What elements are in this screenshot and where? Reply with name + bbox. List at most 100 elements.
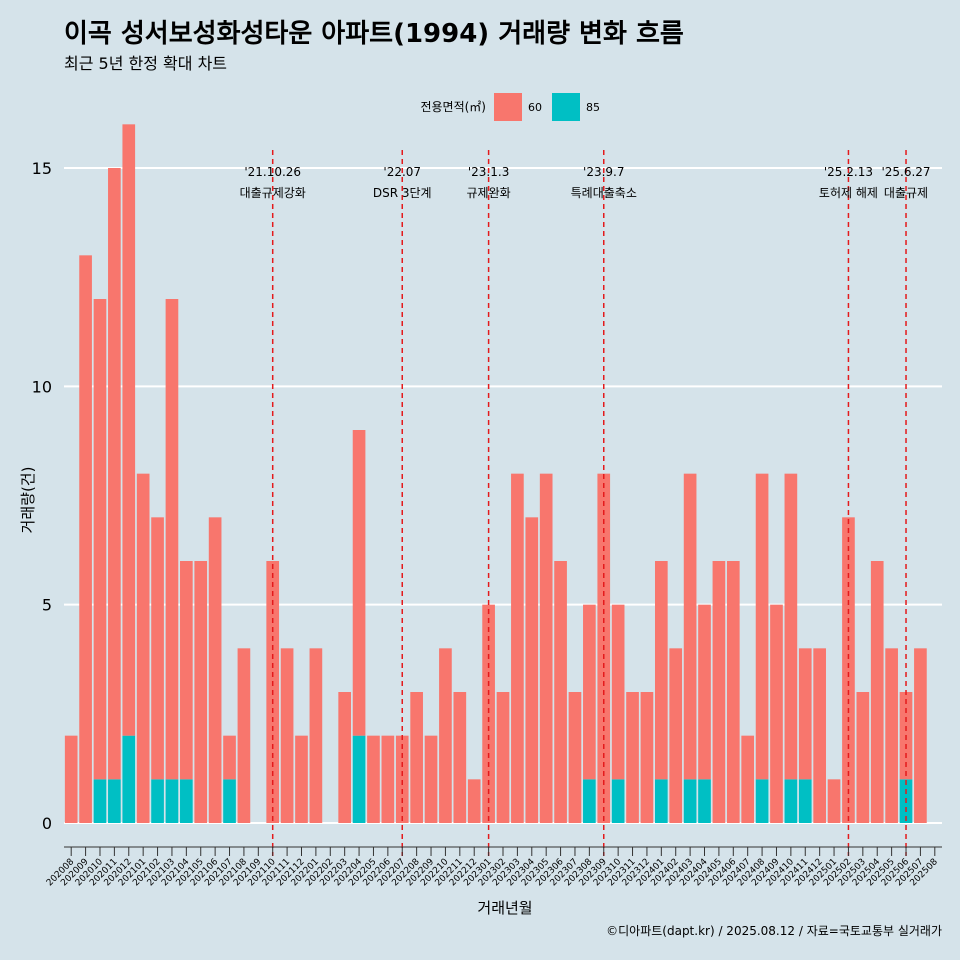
bar-85-202404 bbox=[698, 779, 711, 823]
bar-60-202212 bbox=[467, 779, 481, 823]
bar-60-202410 bbox=[784, 473, 798, 780]
bar-60-202504 bbox=[870, 561, 884, 823]
y-tick-label-10: 10 bbox=[32, 377, 52, 396]
x-axis-title: 거래년월 bbox=[477, 899, 532, 917]
x-axis: 2020082020092020102020112020122021012021… bbox=[45, 846, 942, 888]
bar-60-202011 bbox=[108, 168, 121, 780]
bar-85-202310 bbox=[611, 779, 625, 823]
bar-85-202011 bbox=[108, 779, 121, 823]
event-lines: '21.10.26 대출규제강화 '22.07 DSR 3단계 '23.1.3 규제완화 '… bbox=[240, 150, 931, 856]
bar-60-202205 bbox=[367, 735, 380, 823]
event-date-0: '21.10.26 bbox=[244, 165, 301, 179]
bar-60-202104 bbox=[180, 561, 193, 780]
chart-subtitle: 최근 5년 한정 확대 차트 bbox=[64, 54, 227, 73]
bar-60-202304 bbox=[525, 517, 539, 823]
bar-85-202204 bbox=[352, 735, 366, 823]
event-label-0: 대출규제강화 bbox=[240, 186, 306, 200]
legend-title: 전용면적(㎡) bbox=[420, 100, 486, 114]
bar-60-202501 bbox=[827, 779, 841, 823]
caption: ©디아파트(dapt.kr) / 2025.08.12 / 자료=국토교통부 실… bbox=[606, 924, 942, 938]
bar-60-202101 bbox=[136, 473, 150, 823]
bar-60-202312 bbox=[640, 692, 654, 823]
bar-85-202403 bbox=[683, 779, 697, 823]
bar-60-202112 bbox=[295, 735, 308, 823]
event-label-1: DSR 3단계 bbox=[373, 186, 432, 200]
bar-60-202108 bbox=[237, 648, 251, 823]
bar-85-202411 bbox=[798, 779, 812, 823]
bar-60-202408 bbox=[755, 473, 769, 780]
bar-85-202408 bbox=[755, 779, 769, 823]
bar-60-202111 bbox=[280, 648, 294, 823]
bar-85-202010 bbox=[93, 779, 107, 823]
legend-label-85: 85 bbox=[586, 101, 600, 114]
bar-60-202201 bbox=[309, 648, 323, 823]
bar-60-202310 bbox=[611, 604, 625, 780]
bar-60-202407 bbox=[741, 735, 755, 823]
event-label-5: 대출규제 bbox=[884, 186, 928, 200]
bar-85-202103 bbox=[165, 779, 179, 823]
event-date-5: '25.6.27 bbox=[881, 165, 930, 179]
bar-85-202410 bbox=[784, 779, 798, 823]
bar-60-202406 bbox=[726, 561, 740, 823]
bar-60-202105 bbox=[194, 561, 208, 823]
bar-60-202203 bbox=[338, 692, 352, 823]
bar-60-202503 bbox=[856, 692, 870, 823]
bar-60-202305 bbox=[539, 473, 553, 823]
bar-60-202307 bbox=[568, 692, 582, 823]
y-axis-title: 거래량(건) bbox=[19, 467, 37, 534]
bar-60-202403 bbox=[683, 473, 697, 780]
bar-60-202012 bbox=[122, 124, 136, 736]
bar-60-202507 bbox=[914, 648, 927, 823]
event-date-2: '23.1.3 bbox=[468, 165, 509, 179]
bar-60-202306 bbox=[554, 561, 567, 823]
bar-60-202411 bbox=[798, 648, 812, 780]
bar-60-202106 bbox=[208, 517, 222, 823]
y-tick-label-0: 0 bbox=[42, 814, 52, 833]
event-date-4: '25.2.13 bbox=[824, 165, 873, 179]
bar-60-202308 bbox=[583, 604, 596, 780]
bar-60-202208 bbox=[410, 692, 423, 823]
bar-60-202412 bbox=[813, 648, 826, 823]
legend-swatch-85 bbox=[552, 93, 580, 121]
bars bbox=[64, 124, 927, 824]
bar-60-202502 bbox=[842, 517, 855, 823]
bar-60-202008 bbox=[64, 735, 78, 823]
bar-60-202204 bbox=[352, 430, 366, 736]
bar-85-202102 bbox=[151, 779, 164, 823]
bar-60-202210 bbox=[439, 648, 452, 823]
bar-60-202405 bbox=[712, 561, 726, 823]
event-date-1: '22.07 bbox=[383, 165, 421, 179]
bar-85-202104 bbox=[180, 779, 193, 823]
bar-60-202103 bbox=[165, 299, 179, 780]
bar-85-202308 bbox=[583, 779, 596, 823]
bar-85-202107 bbox=[223, 779, 236, 823]
bar-60-202010 bbox=[93, 299, 107, 780]
event-label-2: 규제완화 bbox=[467, 186, 511, 200]
bar-60-202404 bbox=[698, 604, 711, 780]
event-date-3: '23.9.7 bbox=[583, 165, 624, 179]
bar-60-202301 bbox=[482, 604, 495, 823]
event-label-3: 특례대출축소 bbox=[571, 186, 637, 200]
bar-60-202303 bbox=[511, 473, 524, 823]
event-label-4: 토허제 해제 bbox=[819, 186, 878, 200]
bar-60-202401 bbox=[654, 561, 668, 780]
bar-60-202409 bbox=[770, 604, 783, 823]
bar-60-202207 bbox=[395, 735, 409, 823]
legend-swatch-60 bbox=[494, 93, 522, 121]
bar-60-202311 bbox=[626, 692, 639, 823]
bar-60-202102 bbox=[151, 517, 164, 780]
bar-60-202211 bbox=[453, 692, 467, 823]
bar-60-202107 bbox=[223, 735, 236, 780]
legend: 전용면적(㎡) 60 85 bbox=[420, 93, 600, 121]
y-tick-label-15: 15 bbox=[32, 159, 52, 178]
bar-60-202505 bbox=[885, 648, 898, 823]
bar-85-202012 bbox=[122, 735, 136, 823]
bar-60-202302 bbox=[496, 692, 510, 823]
legend-label-60: 60 bbox=[528, 101, 542, 114]
y-tick-label-5: 5 bbox=[42, 596, 52, 615]
bar-60-202009 bbox=[79, 255, 92, 824]
bar-60-202206 bbox=[381, 735, 395, 823]
bar-60-202209 bbox=[424, 735, 438, 823]
chart-title: 이곡 성서보성화성타운 아파트(1994) 거래량 변화 흐름 bbox=[64, 19, 684, 49]
